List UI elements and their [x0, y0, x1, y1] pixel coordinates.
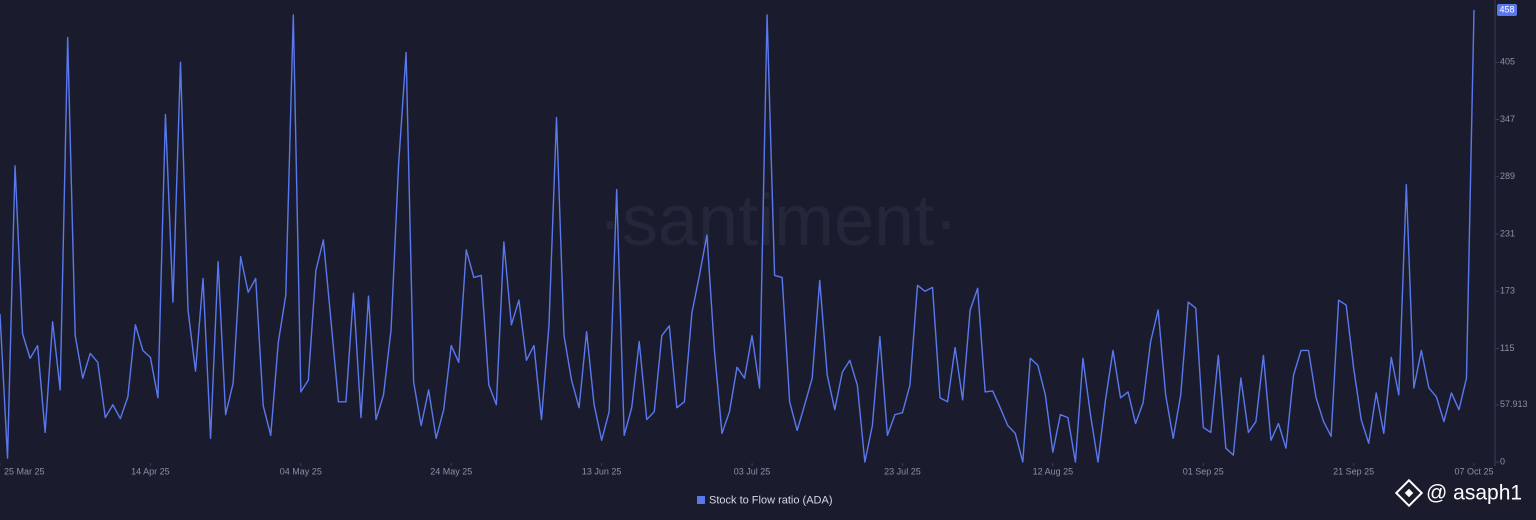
y-tick-label: 173 — [1500, 286, 1515, 296]
x-tick-label: 25 Mar 25 — [4, 466, 45, 476]
current-value-badge — [1497, 4, 1517, 16]
y-tick-label: 347 — [1500, 114, 1515, 124]
attribution: @ asaph1 — [1394, 478, 1522, 508]
y-tick-label: 57.913 — [1500, 399, 1528, 409]
x-tick-label: 07 Oct 25 — [1454, 466, 1493, 476]
y-tick-label: 405 — [1500, 57, 1515, 67]
x-tick-label: 21 Sep 25 — [1333, 466, 1374, 476]
legend-label: Stock to Flow ratio (ADA) — [709, 494, 832, 506]
current-value-label: 458 — [1499, 4, 1514, 14]
legend: Stock to Flow ratio (ADA) — [697, 494, 832, 506]
x-tick-label: 13 Jun 25 — [582, 466, 622, 476]
x-tick-label: 04 May 25 — [280, 466, 322, 476]
y-tick-label: 0 — [1500, 456, 1505, 466]
x-tick-label: 24 May 25 — [430, 466, 472, 476]
y-tick-label: 115 — [1500, 343, 1514, 353]
x-tick-label: 03 Jul 25 — [734, 466, 771, 476]
legend-swatch — [697, 496, 705, 504]
x-tick-label: 01 Sep 25 — [1183, 466, 1224, 476]
x-tick-label: 14 Apr 25 — [131, 466, 170, 476]
watermark: ·santiment· — [598, 181, 958, 261]
data-line — [0, 9, 1475, 463]
y-tick-label: 289 — [1500, 171, 1515, 181]
attribution-text: @ asaph1 — [1426, 482, 1522, 505]
x-tick-label: 12 Aug 25 — [1033, 466, 1074, 476]
y-tick-label: 231 — [1500, 228, 1515, 238]
x-tick-label: 23 Jul 25 — [884, 466, 921, 476]
